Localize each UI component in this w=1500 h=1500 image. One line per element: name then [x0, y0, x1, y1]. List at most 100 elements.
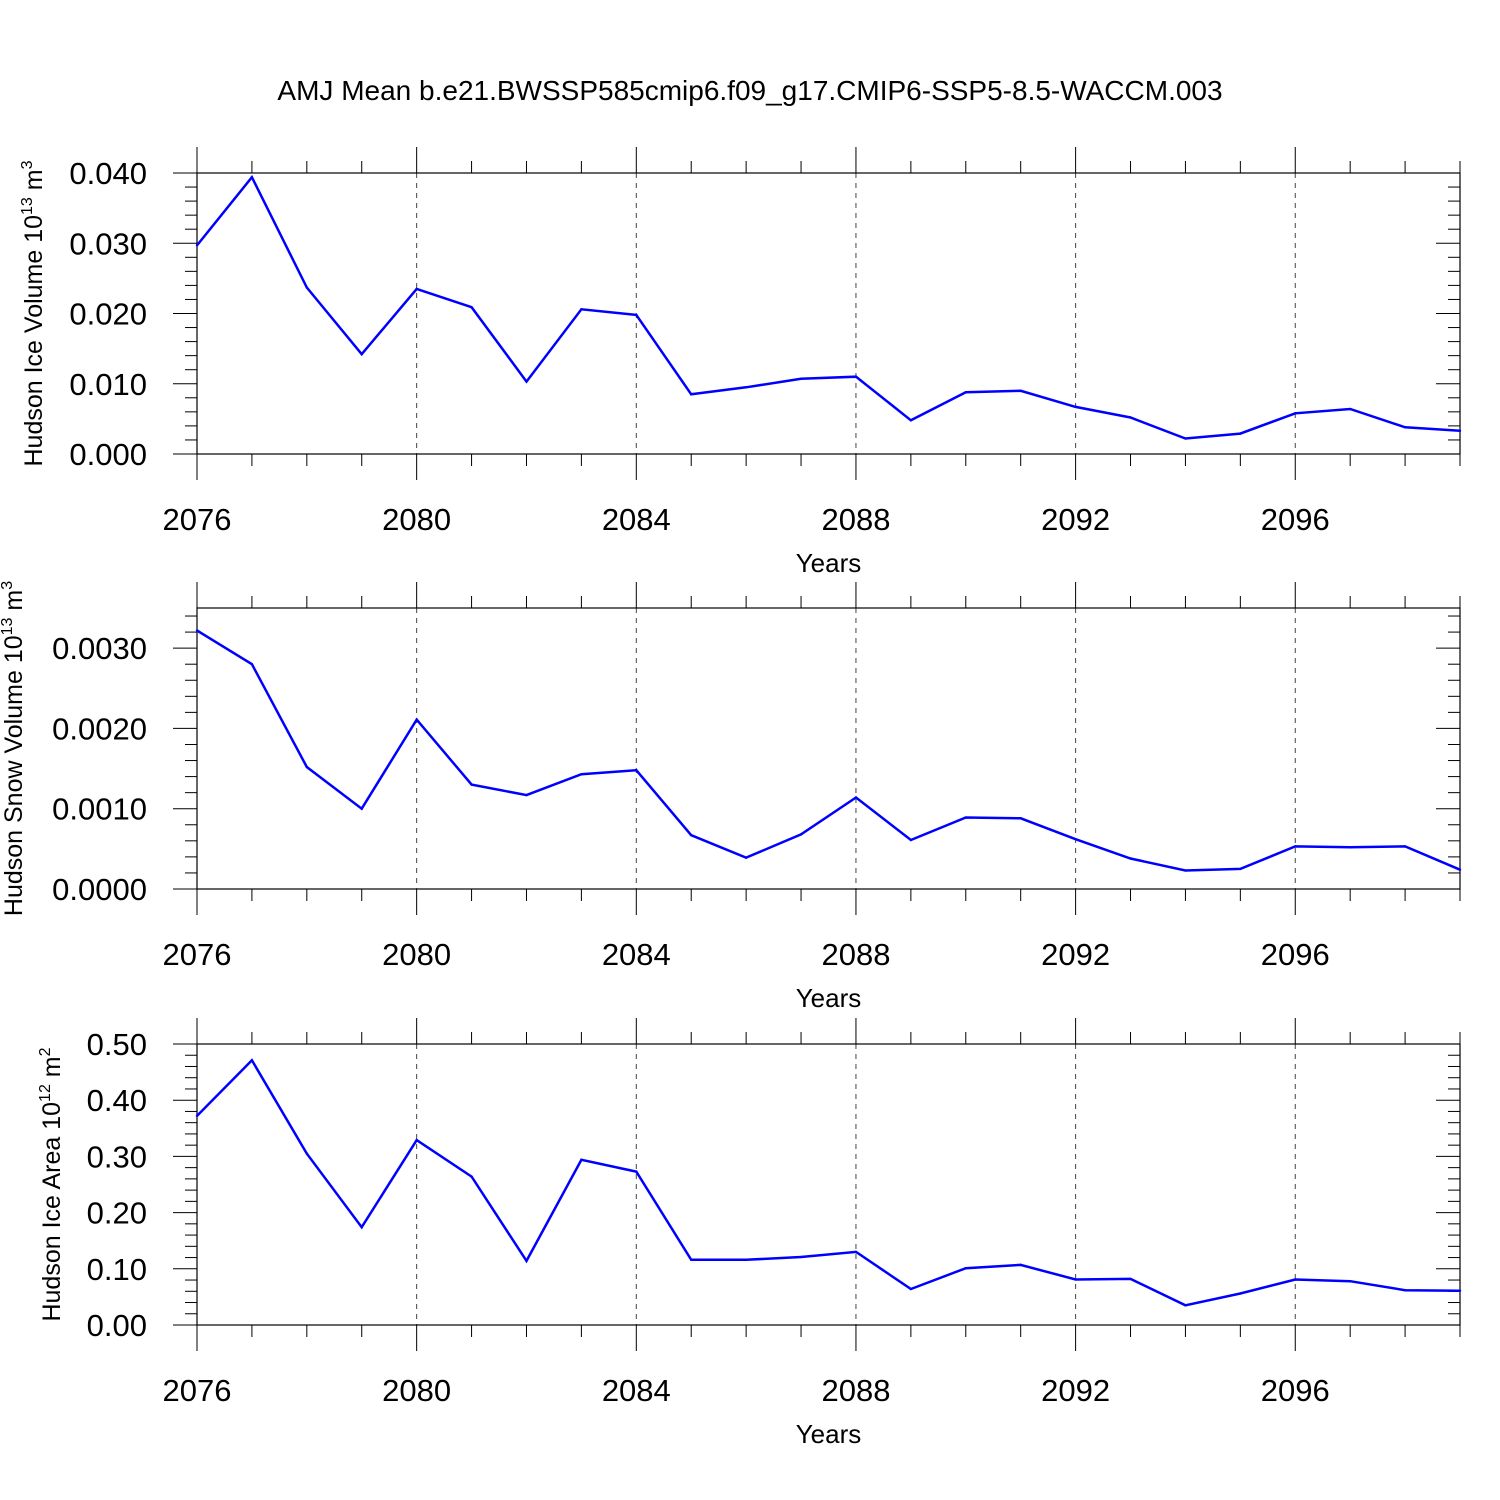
series-line — [196, 1058, 1461, 1307]
data-point — [195, 244, 199, 247]
x-tick-label: 2080 — [382, 1373, 451, 1408]
data-point — [799, 833, 803, 836]
plot-frame — [196, 172, 1461, 455]
data-point — [1458, 429, 1462, 433]
series-line — [196, 174, 1461, 440]
data-point — [360, 807, 363, 810]
y-tick-label: 0.0000 — [52, 872, 147, 907]
data-point — [1184, 869, 1187, 872]
series-line — [196, 629, 1461, 872]
y-axis-label-unit: m — [20, 169, 48, 197]
x-tick-label: 2088 — [821, 1373, 890, 1408]
data-point — [1403, 426, 1407, 429]
x-tick-label: 2096 — [1261, 502, 1330, 537]
data-point — [744, 856, 748, 859]
data-point — [250, 176, 254, 179]
y-tick-label: 0.010 — [69, 367, 147, 402]
panel-1: 0.000 0.010 0.020 0.030 0.040 2076 2080 2084 208… — [19, 147, 1462, 578]
y-tick-label: 0.0010 — [52, 792, 147, 827]
y-axis-label-unit-exponent: 3 — [0, 581, 16, 590]
data-point — [690, 1258, 693, 1262]
data-point — [1403, 1288, 1407, 1292]
data-point — [1294, 412, 1297, 415]
data-point — [1294, 845, 1297, 848]
data-point — [1458, 868, 1462, 871]
data-point — [1239, 867, 1242, 871]
data-point — [1074, 1278, 1077, 1281]
data-point — [1019, 817, 1022, 820]
data-point — [1403, 845, 1407, 848]
x-axis-label: Years — [796, 1419, 862, 1449]
y-tick-label: 0.000 — [69, 437, 147, 472]
data-point — [525, 380, 528, 383]
data-point — [580, 308, 583, 311]
x-tick-label: 2084 — [602, 1373, 671, 1408]
x-tick-label: 2088 — [821, 502, 890, 537]
data-point — [415, 1138, 418, 1142]
y-axis-label-main: Hudson Ice Volume 10 — [20, 215, 48, 467]
x-axis-label: Years — [796, 548, 862, 578]
data-point — [1129, 416, 1132, 419]
data-point — [195, 1114, 199, 1118]
y-tick-label: 0.30 — [87, 1139, 147, 1174]
data-point — [415, 718, 418, 721]
y-tick-label: 0.10 — [87, 1252, 147, 1287]
data-point — [854, 1250, 858, 1254]
data-point — [525, 793, 528, 797]
data-point — [1184, 1304, 1187, 1307]
data-point — [690, 834, 693, 837]
data-point — [909, 419, 913, 422]
data-point — [1294, 1278, 1297, 1281]
data-point — [909, 838, 913, 842]
data-point — [470, 783, 473, 786]
data-point — [1239, 1292, 1242, 1295]
data-point — [1019, 389, 1022, 392]
data-point — [1129, 857, 1132, 860]
data-point — [1348, 407, 1352, 411]
x-axis-label: Years — [796, 983, 862, 1013]
data-point — [305, 286, 309, 289]
y-tick-label: 0.00 — [87, 1308, 147, 1343]
data-point — [690, 393, 693, 396]
data-point — [1019, 1263, 1022, 1267]
figure-title: AMJ Mean b.e21.BWSSP585cmip6.f09_g17.CMI… — [277, 75, 1222, 106]
plot-frame — [196, 1043, 1461, 1326]
data-point — [580, 772, 583, 776]
y-tick-label: 0.0030 — [52, 631, 147, 666]
data-point — [525, 1259, 528, 1263]
y-axis-label: Hudson Snow Volume 1013 m3 — [0, 581, 28, 916]
data-point — [854, 375, 858, 378]
data-point — [964, 816, 967, 819]
data-point — [909, 1287, 913, 1291]
data-point — [854, 796, 858, 799]
data-point — [1348, 1279, 1352, 1283]
data-point — [250, 663, 254, 666]
data-point — [1074, 405, 1077, 409]
x-tick-label: 2076 — [163, 1373, 232, 1408]
data-point — [799, 377, 803, 381]
data-point — [195, 629, 199, 632]
data-point — [250, 1059, 254, 1062]
data-point — [744, 386, 748, 389]
y-axis-label-unit-exponent: 2 — [37, 1047, 54, 1056]
data-point — [305, 765, 309, 769]
data-point — [470, 305, 473, 309]
y-axis-label-exponent: 13 — [0, 617, 16, 635]
panel-3: 0.00 0.10 0.20 0.30 0.40 0.50 2076 2080 2084 2088… — [37, 1018, 1462, 1449]
data-point — [964, 390, 967, 394]
data-point — [1348, 846, 1352, 849]
data-point — [360, 353, 363, 356]
y-tick-label: 0.040 — [69, 156, 147, 191]
x-tick-label: 2092 — [1041, 1373, 1110, 1408]
panels: 0.000 0.010 0.020 0.030 0.040 2076 2080 2084 208… — [0, 147, 1462, 1449]
data-point — [635, 768, 638, 772]
data-point — [1458, 1289, 1462, 1292]
y-axis-label-main: Hudson Ice Area 10 — [38, 1102, 66, 1322]
y-axis-label-exponent: 12 — [37, 1084, 54, 1102]
y-tick-label: 0.20 — [87, 1196, 147, 1231]
data-point — [470, 1175, 473, 1178]
data-point — [964, 1267, 967, 1270]
data-point — [1074, 838, 1077, 841]
x-tick-label: 2084 — [602, 502, 671, 537]
